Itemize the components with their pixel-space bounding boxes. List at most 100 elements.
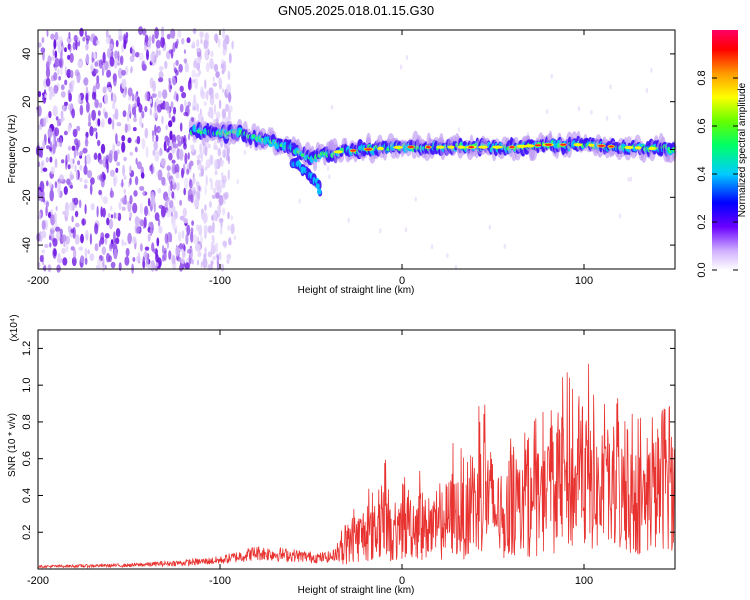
noise-speckle bbox=[158, 49, 161, 56]
noise-speckle bbox=[70, 228, 75, 234]
noise-speckle bbox=[121, 206, 126, 212]
noise-speckle bbox=[50, 166, 55, 175]
noise-speckle bbox=[197, 243, 201, 252]
noise-speckle bbox=[94, 223, 99, 235]
noise-speckle bbox=[137, 252, 141, 262]
noise-speckle bbox=[59, 58, 63, 66]
noise-speckle bbox=[65, 244, 69, 253]
noise-speckle bbox=[109, 205, 113, 211]
noise-speckle bbox=[221, 108, 226, 119]
noise-speckle bbox=[200, 165, 205, 175]
noise-speckle bbox=[77, 60, 83, 68]
noise-speckle bbox=[107, 213, 111, 218]
noise-speckle bbox=[186, 224, 191, 236]
noise-speckle bbox=[99, 174, 102, 182]
noise-speckle bbox=[192, 27, 197, 35]
noise-speckle bbox=[131, 49, 136, 58]
noise-speckle bbox=[226, 83, 232, 95]
noise-speckle bbox=[209, 154, 214, 166]
spectrogram-xtick-label: -100 bbox=[209, 275, 231, 287]
noise-speckle bbox=[212, 212, 217, 221]
noise-speckle bbox=[149, 107, 152, 116]
noise-speckle bbox=[222, 39, 226, 50]
noise-speckle bbox=[89, 183, 93, 196]
spectrogram-ytick-label: 0 bbox=[21, 146, 33, 152]
noise-speckle bbox=[77, 160, 81, 166]
noise-speckle bbox=[215, 180, 220, 191]
noise-speckle bbox=[54, 127, 60, 137]
noise-speckle bbox=[109, 243, 114, 249]
noise-speckle bbox=[138, 26, 144, 36]
noise-speckle bbox=[96, 75, 100, 84]
noise-speckle bbox=[64, 65, 67, 76]
noise-speckle bbox=[199, 143, 203, 154]
noise-speckle bbox=[82, 36, 86, 42]
noise-speckle bbox=[175, 59, 179, 66]
noise-speckle bbox=[605, 115, 609, 121]
noise-speckle bbox=[170, 101, 174, 109]
signal-peak bbox=[364, 148, 373, 151]
noise-speckle bbox=[84, 257, 88, 265]
noise-speckle bbox=[46, 180, 49, 187]
noise-speckle bbox=[127, 111, 130, 123]
noise-speckle bbox=[177, 29, 182, 39]
spectrogram-ylabel: Frequency (Hz) bbox=[7, 115, 18, 184]
noise-speckle bbox=[124, 256, 130, 266]
noise-speckle bbox=[67, 43, 71, 50]
noise-speckle bbox=[196, 62, 201, 71]
noise-speckle bbox=[183, 58, 188, 64]
noise-speckle bbox=[102, 256, 105, 268]
noise-speckle bbox=[175, 182, 180, 191]
noise-speckle bbox=[168, 152, 173, 161]
noise-speckle bbox=[52, 48, 55, 57]
noise-speckle bbox=[162, 89, 168, 99]
noise-speckle bbox=[121, 135, 126, 142]
noise-speckle bbox=[187, 101, 191, 108]
noise-speckle bbox=[132, 257, 136, 262]
noise-speckle bbox=[404, 227, 408, 233]
noise-speckle bbox=[105, 37, 111, 45]
noise-speckle bbox=[149, 98, 153, 104]
noise-speckle bbox=[67, 54, 71, 60]
noise-speckle bbox=[106, 48, 111, 59]
noise-speckle bbox=[151, 93, 157, 98]
noise-speckle bbox=[75, 222, 80, 228]
noise-speckle bbox=[190, 231, 194, 243]
noise-speckle bbox=[102, 173, 107, 181]
noise-speckle bbox=[71, 256, 77, 267]
noise-speckle bbox=[135, 157, 138, 165]
noise-speckle bbox=[39, 180, 45, 193]
signal-peak bbox=[350, 149, 356, 152]
noise-speckle bbox=[147, 197, 151, 207]
signal-core bbox=[492, 145, 503, 149]
noise-speckle bbox=[57, 68, 60, 76]
noise-speckle bbox=[168, 250, 172, 260]
noise-speckle bbox=[171, 163, 177, 175]
noise-speckle bbox=[209, 87, 215, 100]
noise-speckle bbox=[44, 243, 49, 249]
noise-speckle bbox=[179, 199, 183, 206]
noise-speckle bbox=[618, 213, 622, 219]
noise-speckle bbox=[227, 116, 232, 121]
noise-speckle bbox=[129, 177, 132, 186]
noise-speckle bbox=[157, 218, 161, 227]
noise-speckle bbox=[165, 124, 168, 131]
noise-speckle bbox=[129, 151, 134, 156]
noise-speckle bbox=[127, 123, 131, 132]
noise-speckle bbox=[138, 116, 143, 127]
noise-speckle bbox=[86, 101, 90, 113]
noise-speckle bbox=[144, 34, 149, 43]
noise-speckle bbox=[164, 60, 168, 69]
noise-speckle bbox=[181, 167, 184, 179]
noise-speckle bbox=[70, 70, 74, 79]
snr-ytick-label: 1.0 bbox=[21, 378, 33, 393]
noise-speckle bbox=[49, 147, 52, 152]
noise-speckle bbox=[136, 135, 141, 145]
noise-speckle bbox=[85, 229, 89, 241]
noise-speckle bbox=[171, 214, 175, 224]
noise-speckle bbox=[101, 246, 107, 255]
noise-speckle bbox=[191, 220, 195, 226]
noise-speckle bbox=[49, 156, 53, 163]
snr-xtick-label: 100 bbox=[575, 575, 593, 587]
noise-speckle bbox=[168, 200, 174, 209]
